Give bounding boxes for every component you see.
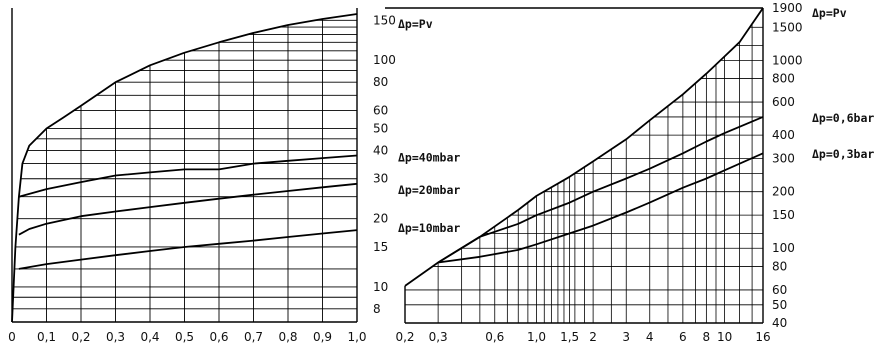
x-tick-label: 2 [589, 330, 597, 344]
x-tick-label: 0,8 [278, 330, 297, 344]
x-tick-label: 8 [703, 330, 711, 344]
y-tick-label: 60 [772, 283, 787, 297]
x-tick-label: 1,5 [560, 330, 579, 344]
x-tick-label: 1,0 [527, 330, 546, 344]
series-line-dpp-0-3bar [437, 152, 764, 264]
x-tick-label: 1,0 [347, 330, 366, 344]
x-tick-label: 0,4 [140, 330, 159, 344]
y-tick-label: 1500 [772, 20, 803, 34]
y-tick-label: 200 [772, 185, 795, 199]
y-tick-label: 1000 [772, 53, 803, 67]
y-tick-label: 15 [373, 240, 388, 254]
y-tick-label: 150 [772, 208, 795, 222]
y-tick-label: 50 [772, 298, 787, 312]
x-tick-label: 0,5 [175, 330, 194, 344]
curve-label-dpp-20mbar: Δp=20mbar [398, 183, 460, 197]
x-tick-label: 6 [679, 330, 687, 344]
series-line-dpp-pv [404, 7, 764, 287]
x-tick-label: 16 [755, 330, 770, 344]
y-tick-label: 40 [772, 316, 787, 330]
x-tick-label: 0,2 [395, 330, 414, 344]
curve-label-dpp-pv: Δp=Pv [812, 6, 847, 20]
curve-label-dpp-0-3bar: Δp=0,3bar [812, 147, 874, 161]
y-tick-label: 600 [772, 95, 795, 109]
left-chart: 0 0,1 0,2 0,3 0,4 0,5 0,6 0,7 0,8 0,9 1,0 8 10 15 20 30… [8, 8, 460, 344]
y-tick-label: 10 [373, 280, 388, 294]
y-tick-label: 8 [373, 302, 381, 316]
x-tick-label: 0,2 [71, 330, 90, 344]
series-line-dpp-pv [11, 13, 358, 323]
x-tick-label: 4 [646, 330, 654, 344]
series-line-dpp-0-6bar [437, 116, 764, 264]
curve-label-dpp-40mbar: Δp=40mbar [398, 150, 460, 164]
y-tick-label: 30 [373, 172, 388, 186]
y-tick-label: 150 [373, 13, 396, 27]
y-tick-label: 100 [772, 241, 795, 255]
x-tick-label: 0,7 [244, 330, 263, 344]
y-tick-label: 1900 [772, 1, 803, 15]
series-line-dpp-10mbar [18, 229, 358, 270]
y-tick-label: 100 [373, 53, 396, 67]
x-tick-label: 3 [622, 330, 630, 344]
y-tick-label: 20 [373, 212, 388, 226]
y-tick-label: 40 [373, 143, 388, 157]
series-line-dpp-20mbar [18, 182, 358, 236]
x-tick-label: 0,1 [37, 330, 56, 344]
x-tick-label: 0,6 [209, 330, 228, 344]
x-tick-label: 0,9 [313, 330, 332, 344]
curve-label-dpp-pv: Δp=Pv [398, 17, 433, 31]
x-tick-label: 0 [8, 330, 16, 344]
x-tick-label: 0,6 [485, 330, 504, 344]
y-tick-label: 50 [373, 121, 388, 135]
y-tick-label: 80 [373, 75, 388, 89]
curve-label-dpp-0-6bar: Δp=0,6bar [812, 111, 874, 125]
y-tick-label: 300 [772, 152, 795, 166]
y-tick-label: 80 [772, 259, 787, 273]
series-line-dpp-40mbar [18, 154, 358, 198]
x-tick-label: 10 [717, 330, 732, 344]
x-tick-label: 0,3 [106, 330, 125, 344]
y-tick-label: 800 [772, 72, 795, 86]
curve-label-dpp-10mbar: Δp=10mbar [398, 221, 460, 235]
y-tick-label: 400 [772, 128, 795, 142]
x-tick-label: 0,3 [429, 330, 448, 344]
y-tick-label: 60 [373, 104, 388, 118]
